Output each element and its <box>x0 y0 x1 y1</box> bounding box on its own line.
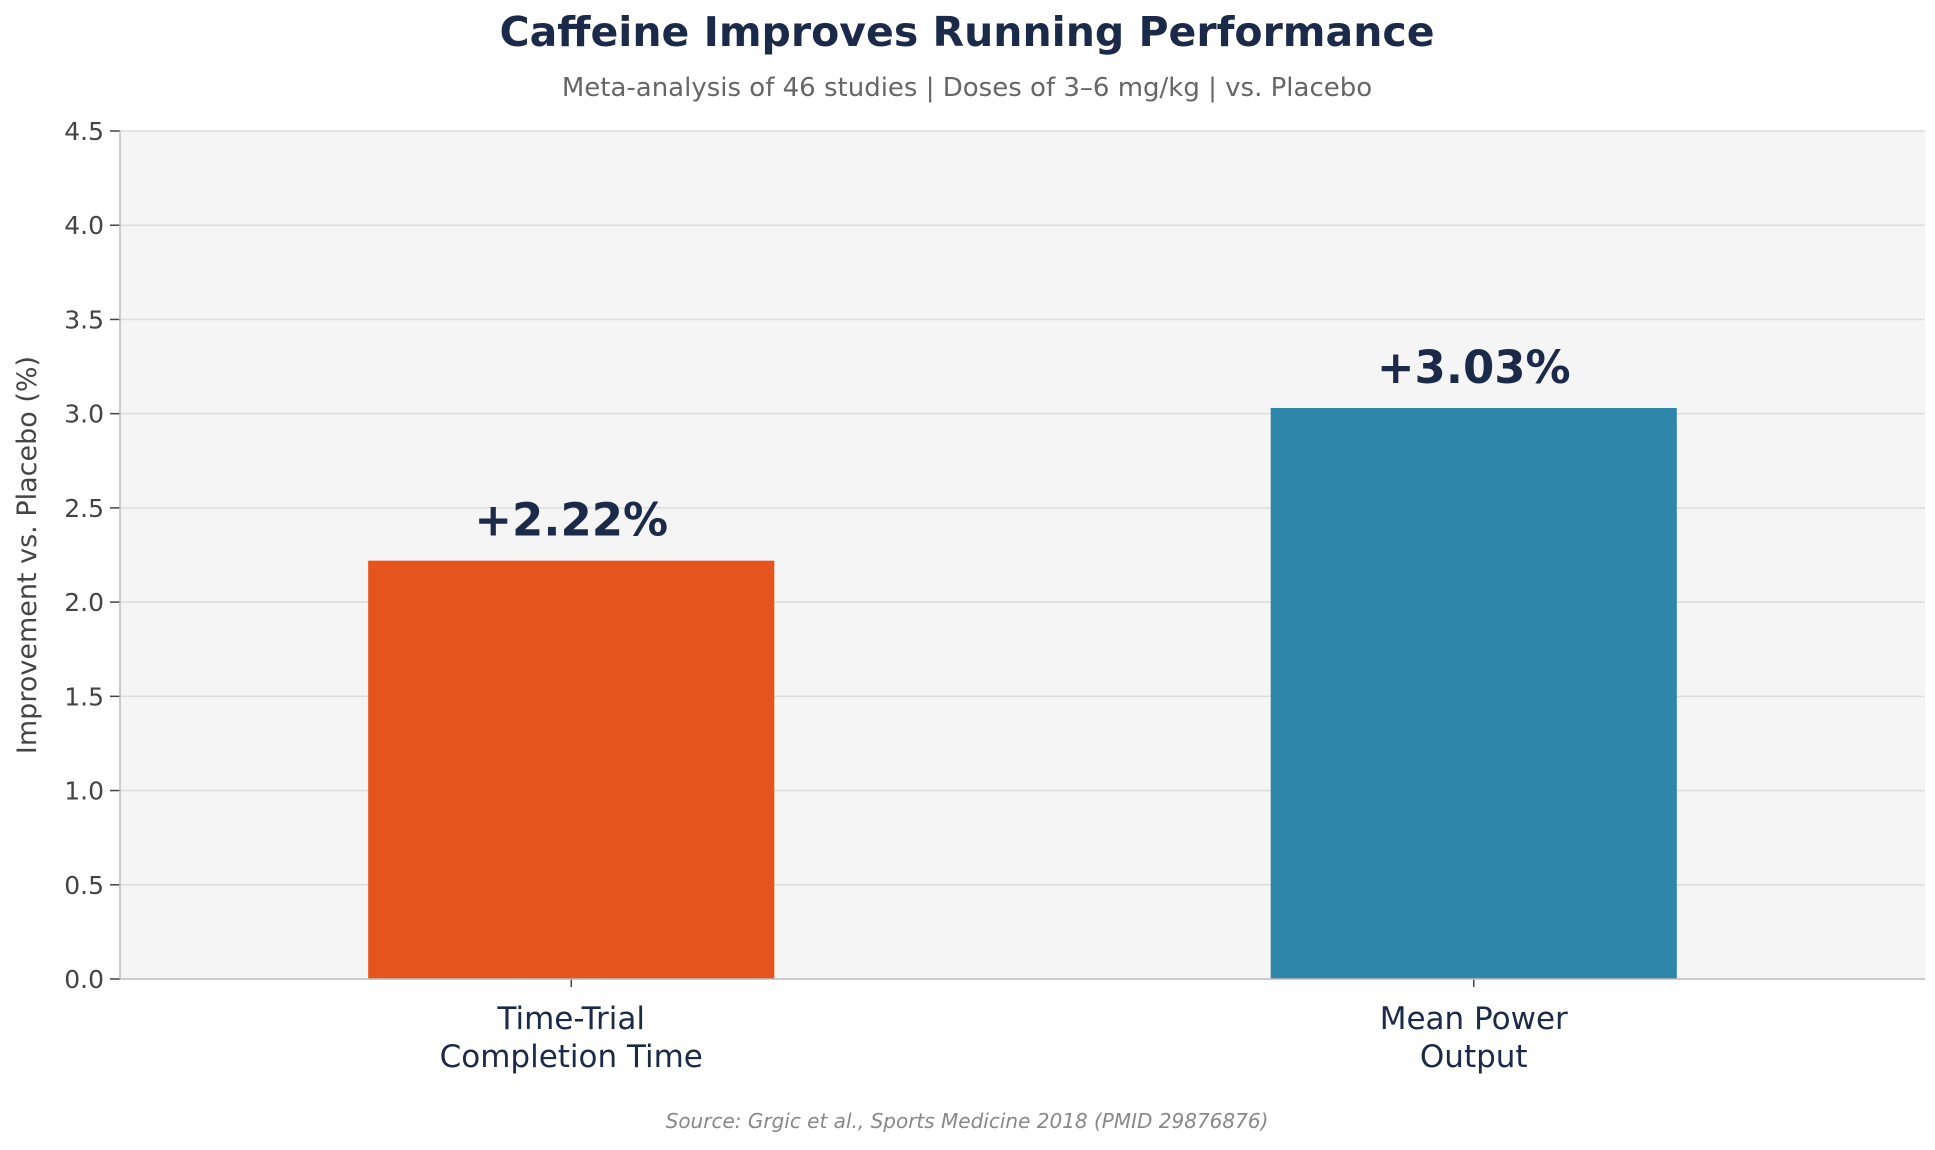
bar <box>1270 408 1677 980</box>
x-tick-label: Time-Trial <box>496 1001 645 1037</box>
y-tick-label: 0.0 <box>64 965 104 994</box>
data-label: +2.22% <box>474 494 668 547</box>
y-tick-label: 3.5 <box>64 305 104 334</box>
x-tick-label: Output <box>1420 1039 1528 1075</box>
y-tick-label: 3.0 <box>64 400 104 429</box>
y-tick-label: 2.0 <box>64 588 104 617</box>
data-label: +3.03% <box>1377 341 1571 394</box>
source-note: Source: Grgic et al., Sports Medicine 20… <box>666 1109 1269 1133</box>
x-tick-label: Completion Time <box>440 1039 703 1075</box>
y-tick-label: 1.5 <box>64 682 104 711</box>
y-axis-label: Improvement vs. Placebo (%) <box>12 356 43 754</box>
chart-title: Caffeine Improves Running Performance <box>499 8 1434 56</box>
y-tick-label: 1.0 <box>64 777 104 806</box>
chart-subtitle: Meta-analysis of 46 studies | Doses of 3… <box>562 73 1372 103</box>
y-tick-label: 0.5 <box>64 871 104 900</box>
y-tick-label: 4.5 <box>64 117 104 146</box>
y-tick-label: 4.0 <box>64 211 104 240</box>
x-tick-label: Mean Power <box>1380 1001 1568 1037</box>
bar <box>368 560 775 979</box>
y-tick-label: 2.5 <box>64 494 104 523</box>
